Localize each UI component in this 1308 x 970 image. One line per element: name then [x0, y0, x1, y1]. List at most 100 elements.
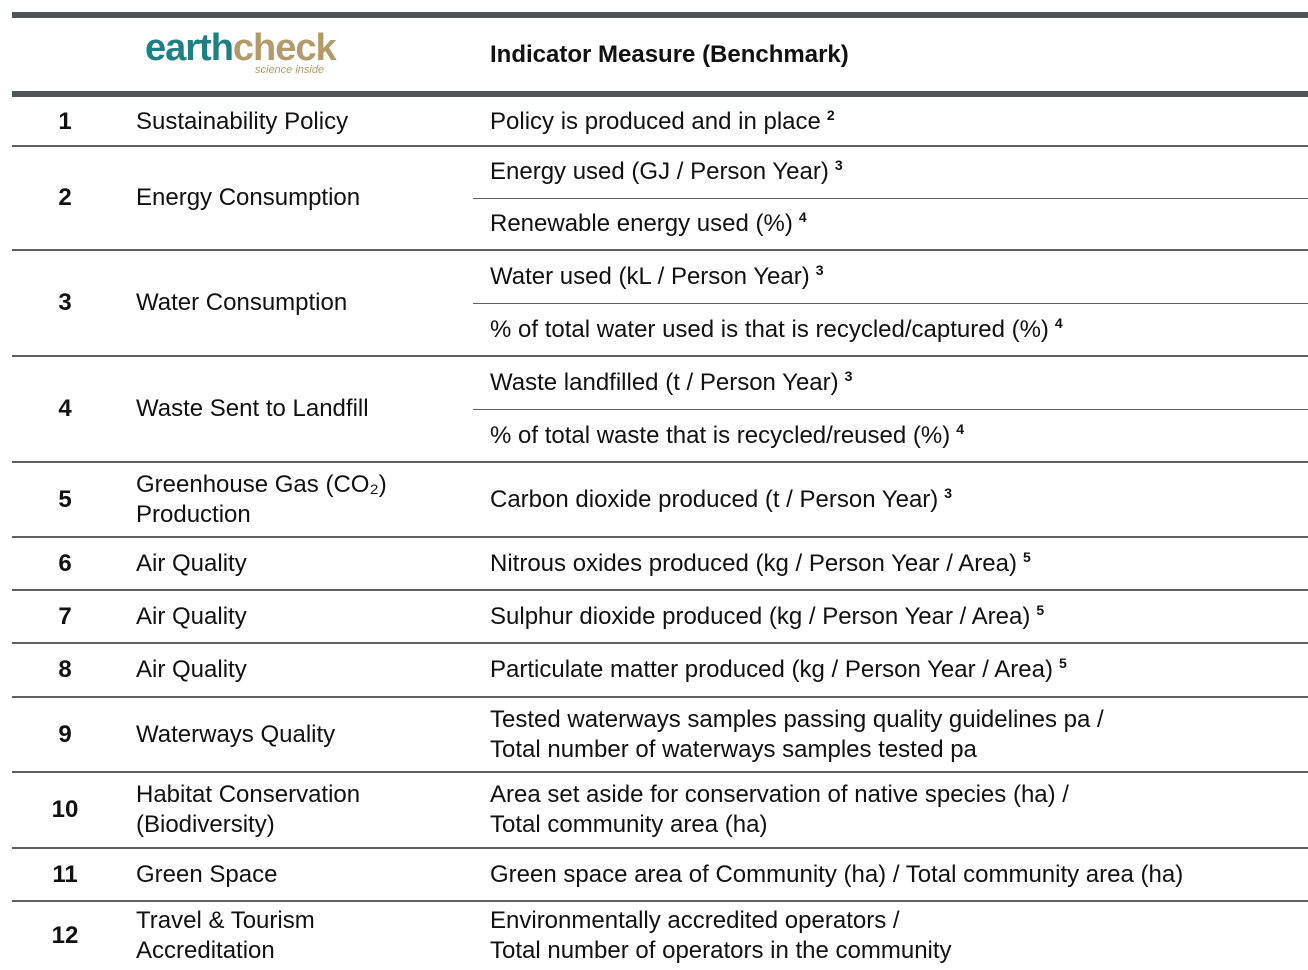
measure: Renewable energy used (%) 4: [490, 198, 1305, 250]
measure-line: Renewable energy used (%) 4: [490, 209, 807, 237]
logo-earth: earth: [145, 27, 234, 69]
row-rule: [12, 642, 1308, 644]
row-number: 1: [12, 97, 118, 146]
measure: Tested waterways samples passing quality…: [490, 697, 1305, 772]
measure-line: Nitrous oxides produced (kg / Person Yea…: [490, 548, 1031, 577]
measure: Area set aside for conservation of nativ…: [490, 772, 1305, 848]
number-text: 5: [58, 485, 72, 513]
footnote-ref: 3: [844, 367, 853, 384]
footnote-ref: 3: [944, 484, 953, 501]
footnote-ref: 5: [1022, 548, 1031, 565]
measure-line: Area set aside for conservation of nativ…: [490, 781, 1069, 808]
row-number: 11: [12, 848, 118, 901]
measure: Nitrous oxides produced (kg / Person Yea…: [490, 537, 1305, 590]
name-line: Greenhouse Gas (CO₂): [136, 470, 387, 498]
row-number: 4: [12, 356, 118, 462]
footnote-ref: 4: [956, 420, 964, 437]
name-line: (Biodiversity): [136, 811, 275, 838]
footnote-ref: 4: [1054, 314, 1063, 331]
measure: Carbon dioxide produced (t / Person Year…: [490, 462, 1305, 537]
measure-line: Energy used (GJ / Person Year) 3: [490, 157, 843, 185]
footnote-ref: 4: [798, 209, 807, 225]
measure: Policy is produced and in place 2: [490, 97, 1305, 146]
row-number: 3: [12, 250, 118, 356]
sub-row-rule: [473, 409, 1308, 410]
number-text: 2: [58, 184, 72, 211]
name-line: Air Quality: [136, 656, 247, 683]
indicator-name: Air Quality: [136, 590, 466, 643]
measure-line: % of total water used is that is recycle…: [490, 314, 1063, 343]
sub-row-rule: [473, 303, 1308, 304]
header-measure: Indicator Measure (Benchmark): [490, 41, 849, 68]
measure-line: Tested waterways samples passing quality…: [490, 705, 1104, 733]
footnote-ref: 3: [834, 157, 843, 173]
number-text: 6: [58, 549, 72, 577]
measure-line: Sulphur dioxide produced (kg / Person Ye…: [490, 601, 1045, 630]
number-text: 8: [58, 656, 72, 683]
indicator-name: Air Quality: [136, 537, 466, 590]
row-number: 8: [12, 643, 118, 697]
footnote-ref: 5: [1036, 601, 1045, 618]
measure: Sulphur dioxide produced (kg / Person Ye…: [490, 590, 1305, 643]
measure-line: Total number of operators in the communi…: [490, 936, 952, 964]
measure: Environmentally accredited operators / To…: [490, 901, 1305, 970]
measure: Particulate matter produced (kg / Person…: [490, 643, 1305, 697]
number-text: 10: [51, 796, 79, 823]
logo: earthcheck: [145, 27, 337, 69]
footnote-ref: 3: [815, 261, 824, 278]
footnote-ref: 5: [1058, 655, 1067, 671]
name-line: Waterways Quality: [136, 720, 336, 748]
number-text: 1: [58, 107, 72, 135]
row-rule: [12, 249, 1308, 251]
measure-line: Carbon dioxide produced (t / Person Year…: [490, 484, 953, 513]
row-rule: [12, 900, 1308, 902]
header-rule: [12, 91, 1308, 97]
row-rule: [12, 696, 1308, 698]
measure-line: Particulate matter produced (kg / Person…: [490, 655, 1067, 683]
logo-check: check: [232, 27, 337, 69]
row-rule: [12, 461, 1308, 463]
indicator-name: Waterways Quality: [136, 697, 466, 772]
name-line: Sustainability Policy: [136, 107, 349, 135]
name-line: Air Quality: [136, 602, 247, 630]
indicator-name: Sustainability Policy: [136, 97, 466, 146]
row-number: 7: [12, 590, 118, 643]
measure-line: % of total waste that is recycled/reused…: [490, 420, 964, 449]
measure-line: Total community area (ha): [490, 811, 768, 838]
row-rule: [12, 536, 1308, 538]
row-number: 9: [12, 697, 118, 772]
indicator-name: Travel & Tourism Accreditation: [136, 901, 466, 970]
indicator-name: Water Consumption: [136, 250, 466, 356]
row-rule: [12, 355, 1308, 357]
logo-tagline: science inside: [255, 64, 325, 76]
row-number: 6: [12, 537, 118, 590]
row-rule: [12, 847, 1308, 849]
number-text: 4: [58, 395, 72, 422]
measure-line: Policy is produced and in place 2: [490, 106, 835, 135]
name-line: Green Space: [136, 860, 278, 888]
number-text: 3: [58, 289, 72, 316]
top-rule: [12, 12, 1308, 18]
name-line: Travel & Tourism: [136, 906, 315, 934]
measure-line: Environmentally accredited operators /: [490, 906, 900, 934]
measure-line: Waste landfilled (t / Person Year) 3: [490, 367, 853, 396]
measure: Green space area of Community (ha) / Tot…: [490, 848, 1305, 901]
name-line: Habitat Conservation: [136, 781, 361, 808]
name-line: Accreditation: [136, 936, 275, 964]
indicator-name: Green Space: [136, 848, 466, 901]
indicator-name: Waste Sent to Landfill: [136, 356, 466, 462]
measure-line: Total number of waterways samples tested…: [490, 735, 977, 763]
number-text: 7: [58, 602, 72, 630]
measure: Water used (kL / Person Year) 3: [490, 250, 1305, 303]
measure: % of total water used is that is recycle…: [490, 303, 1305, 356]
row-number: 5: [12, 462, 118, 537]
row-rule: [12, 771, 1308, 773]
indicator-name: Greenhouse Gas (CO₂) Production: [136, 462, 466, 537]
indicator-name: Habitat Conservation (Biodiversity): [136, 772, 466, 848]
measure-line: Water used (kL / Person Year) 3: [490, 261, 824, 290]
row-rule: [12, 589, 1308, 591]
name-line: Air Quality: [136, 549, 247, 577]
measure: % of total waste that is recycled/reused…: [490, 409, 1305, 462]
indicator-name: Air Quality: [136, 643, 466, 697]
